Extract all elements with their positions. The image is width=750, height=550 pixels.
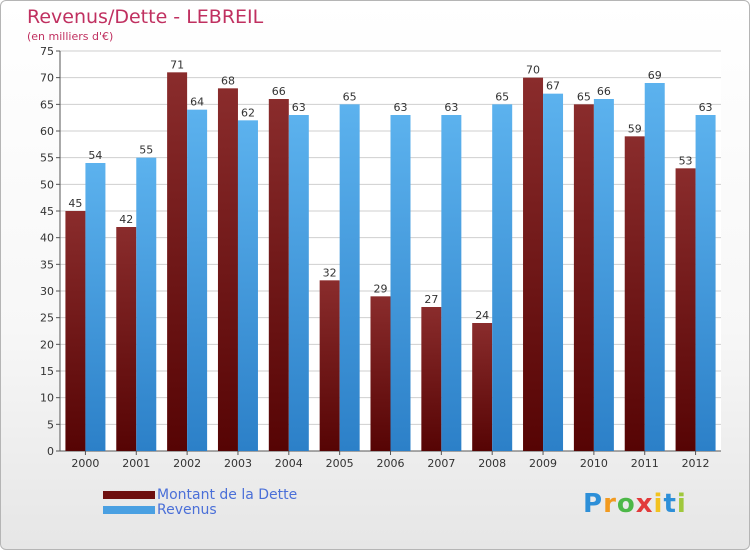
logo-letter: o: [616, 489, 636, 519]
logo-letter: P: [583, 489, 604, 519]
data-label-dette: 42: [119, 213, 133, 226]
y-tick-label: 65: [40, 98, 54, 111]
y-tick-label: 0: [47, 445, 54, 458]
logo-letter: r: [603, 489, 617, 519]
bar-dette: [573, 104, 594, 451]
bar-dette: [523, 77, 544, 452]
data-label-revenus: 63: [292, 101, 306, 114]
data-label-revenus: 65: [343, 90, 357, 103]
legend-item-revenus: Revenus: [103, 502, 217, 518]
chart-subtitle: (en milliers d'€): [27, 30, 114, 43]
y-tick-label: 5: [47, 418, 54, 431]
bar-dette: [319, 280, 340, 451]
data-label-dette: 66: [272, 85, 286, 98]
bar-dette: [624, 136, 645, 452]
chart-title: Revenus/Dette - LEBREIL: [27, 6, 264, 28]
data-label-dette: 29: [374, 282, 388, 295]
x-tick-label: 2012: [682, 457, 710, 470]
data-label-revenus: 63: [394, 101, 408, 114]
x-tick-label: 2002: [173, 457, 201, 470]
bar-revenus: [187, 109, 208, 452]
logo-letter: x: [635, 489, 654, 519]
y-tick-label: 30: [40, 285, 54, 298]
logo-letter: i: [676, 489, 687, 519]
data-label-revenus: 69: [648, 69, 662, 82]
data-label-dette: 71: [170, 58, 184, 71]
bar-dette: [268, 99, 289, 451]
data-label-dette: 53: [679, 154, 693, 167]
data-label-revenus: 65: [495, 90, 509, 103]
data-label-revenus: 55: [139, 144, 153, 157]
bar-revenus: [339, 104, 360, 451]
data-label-dette: 65: [577, 90, 591, 103]
x-tick-label: 2000: [71, 457, 99, 470]
legend-swatch-revenus: [103, 506, 155, 514]
bar-dette: [421, 307, 442, 451]
x-tick-label: 2006: [377, 457, 405, 470]
data-label-dette: 45: [68, 197, 82, 210]
bar-revenus: [85, 163, 106, 451]
x-tick-label: 2011: [631, 457, 659, 470]
x-tick-label: 2008: [478, 457, 506, 470]
bar-revenus: [441, 115, 462, 451]
data-label-revenus: 66: [597, 85, 611, 98]
data-label-dette: 68: [221, 74, 235, 87]
bar-revenus: [644, 83, 665, 451]
data-label-dette: 59: [628, 122, 642, 135]
legend-item-dette: Montant de la Dette: [103, 487, 297, 503]
bar-revenus: [492, 104, 513, 451]
proxiti-logo: Proxiti: [583, 489, 687, 519]
y-tick-label: 20: [40, 338, 54, 351]
x-tick-label: 2005: [326, 457, 354, 470]
bar-revenus: [390, 115, 411, 451]
bar-revenus: [593, 99, 614, 451]
y-tick-label: 45: [40, 205, 54, 218]
data-label-dette: 70: [526, 64, 540, 77]
x-tick-label: 2009: [529, 457, 557, 470]
bar-revenus: [136, 157, 157, 451]
y-tick-label: 25: [40, 312, 54, 325]
y-tick-label: 70: [40, 72, 54, 85]
y-tick-label: 15: [40, 365, 54, 378]
bar-dette: [116, 227, 137, 451]
legend-label-revenus: Revenus: [157, 502, 217, 518]
x-tick-label: 2010: [580, 457, 608, 470]
x-tick-label: 2001: [122, 457, 150, 470]
y-tick-label: 60: [40, 125, 54, 138]
legend-swatch-dette: [103, 491, 155, 499]
data-label-revenus: 67: [546, 80, 560, 93]
data-label-dette: 24: [475, 309, 489, 322]
data-label-revenus: 62: [241, 106, 255, 119]
bar-dette: [217, 88, 238, 451]
y-tick-label: 35: [40, 258, 54, 271]
bar-revenus: [237, 120, 258, 451]
logo-letter: i: [653, 489, 664, 519]
x-tick-label: 2007: [427, 457, 455, 470]
data-label-revenus: 63: [444, 101, 458, 114]
data-label-revenus: 64: [190, 96, 204, 109]
y-tick-label: 40: [40, 232, 54, 245]
y-tick-label: 75: [40, 45, 54, 58]
bar-dette: [370, 296, 391, 451]
data-label-revenus: 54: [88, 149, 102, 162]
data-label-dette: 32: [323, 266, 337, 279]
logo-letter: t: [663, 489, 677, 519]
legend-label-dette: Montant de la Dette: [157, 487, 298, 503]
data-label-revenus: 63: [699, 101, 713, 114]
bar-revenus: [288, 115, 309, 451]
x-tick-label: 2003: [224, 457, 252, 470]
y-tick-label: 10: [40, 392, 54, 405]
bar-dette: [65, 211, 86, 451]
data-label-dette: 27: [424, 293, 438, 306]
bar-dette: [675, 168, 696, 452]
x-tick-label: 2004: [275, 457, 303, 470]
bar-dette: [472, 323, 493, 451]
y-tick-label: 50: [40, 178, 54, 191]
bar-revenus: [543, 93, 564, 452]
y-tick-label: 55: [40, 152, 54, 165]
bar-dette: [167, 72, 188, 451]
bar-revenus: [695, 115, 716, 451]
